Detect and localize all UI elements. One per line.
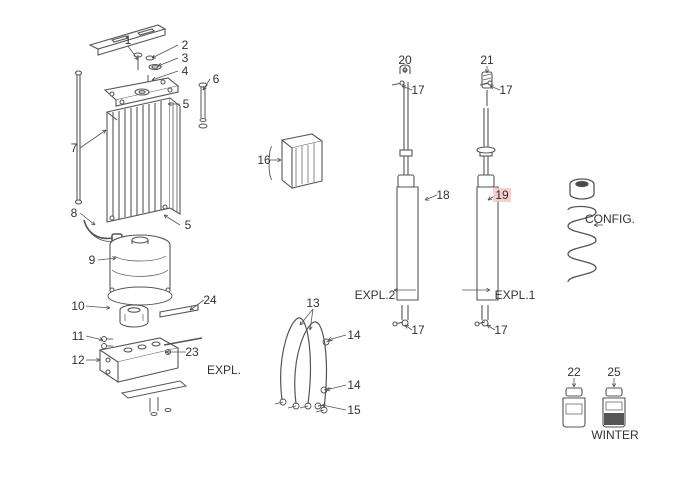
label-16: 16: [257, 153, 270, 167]
label-6: 6: [213, 72, 220, 86]
label-24: 24: [203, 293, 216, 307]
label-17a: 17: [411, 83, 424, 97]
label-14b: 14: [347, 378, 360, 392]
label-20: 20: [398, 53, 411, 67]
label-17d: 17: [494, 323, 507, 337]
label-22: 22: [567, 365, 580, 379]
label-1: 1: [125, 33, 132, 47]
label-7: 7: [71, 141, 78, 155]
label-18: 18: [436, 188, 449, 202]
label-17c: 17: [411, 323, 424, 337]
label-15: 15: [347, 403, 360, 417]
label-expl1: EXPL.1: [495, 288, 536, 302]
label-config: CONFIG.: [585, 212, 635, 226]
label-layer: 1 2 3 4 5 5 6 7 8 9 10 11 12 13 14 14 15…: [0, 0, 694, 500]
label-21: 21: [480, 53, 493, 67]
label-11: 11: [72, 329, 84, 343]
label-2: 2: [182, 38, 189, 52]
label-19: 19: [495, 188, 508, 202]
label-winter: WINTER: [591, 428, 638, 442]
label-14a: 14: [347, 328, 360, 342]
label-expl: EXPL.: [207, 363, 241, 377]
label-8: 8: [71, 206, 78, 220]
label-3: 3: [182, 51, 189, 65]
label-4: 4: [182, 64, 189, 78]
label-25: 25: [607, 365, 620, 379]
label-10: 10: [71, 299, 84, 313]
label-13: 13: [306, 296, 319, 310]
label-expl2: EXPL.2: [355, 288, 396, 302]
label-5a: 5: [183, 97, 190, 111]
label-9: 9: [89, 253, 96, 267]
label-17b: 17: [499, 83, 512, 97]
label-23: 23: [185, 345, 198, 359]
label-12: 12: [71, 353, 84, 367]
label-5b: 5: [185, 218, 192, 232]
